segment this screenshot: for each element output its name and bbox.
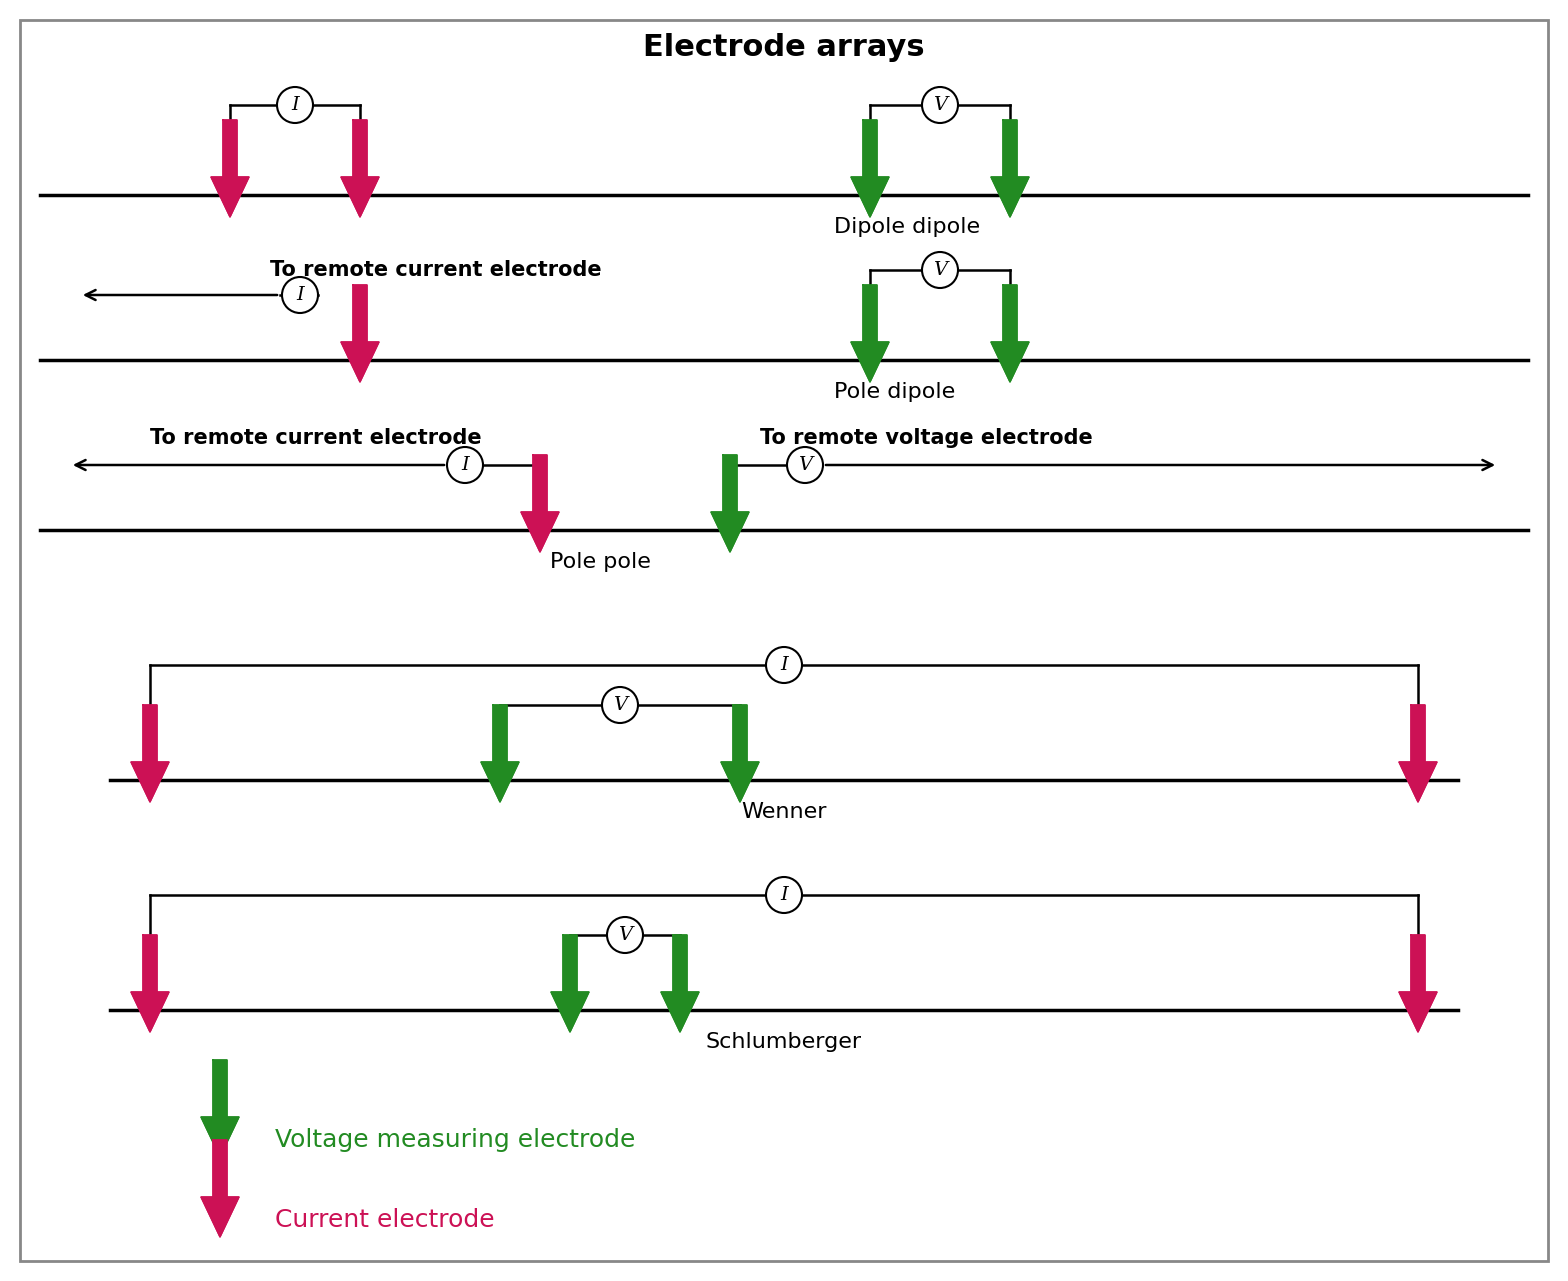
Polygon shape — [521, 455, 560, 552]
Text: I: I — [296, 286, 304, 304]
Circle shape — [607, 917, 643, 953]
Text: Electrode arrays: Electrode arrays — [643, 33, 925, 63]
Circle shape — [602, 687, 638, 722]
Text: I: I — [781, 656, 787, 674]
Polygon shape — [1399, 935, 1436, 1032]
Text: Schlumberger: Schlumberger — [706, 1032, 862, 1052]
Text: I: I — [461, 456, 469, 474]
Text: Current electrode: Current electrode — [274, 1208, 494, 1232]
Polygon shape — [340, 284, 379, 382]
Polygon shape — [710, 455, 750, 552]
Text: V: V — [613, 696, 627, 714]
Text: V: V — [933, 261, 947, 279]
Text: To remote current electrode: To remote current electrode — [270, 260, 602, 281]
Text: I: I — [292, 96, 299, 114]
Circle shape — [787, 447, 823, 483]
Text: Pole dipole: Pole dipole — [834, 382, 955, 402]
Polygon shape — [132, 935, 169, 1032]
Polygon shape — [1399, 705, 1436, 802]
Polygon shape — [991, 284, 1029, 382]
Polygon shape — [132, 705, 169, 802]
Text: Wenner: Wenner — [742, 802, 826, 822]
Text: V: V — [933, 96, 947, 114]
FancyBboxPatch shape — [20, 20, 1548, 1261]
Polygon shape — [851, 284, 889, 382]
Text: To remote current electrode: To remote current electrode — [151, 428, 481, 448]
Circle shape — [922, 252, 958, 288]
Text: Pole pole: Pole pole — [550, 552, 651, 573]
Polygon shape — [851, 120, 889, 216]
Text: V: V — [618, 926, 632, 944]
Circle shape — [767, 877, 801, 913]
Polygon shape — [201, 1140, 238, 1237]
Polygon shape — [550, 935, 590, 1032]
Circle shape — [282, 277, 318, 313]
Text: To remote voltage electrode: To remote voltage electrode — [760, 428, 1093, 448]
Circle shape — [447, 447, 483, 483]
Polygon shape — [201, 1059, 238, 1157]
Polygon shape — [212, 120, 249, 216]
Circle shape — [767, 647, 801, 683]
Circle shape — [922, 87, 958, 123]
Text: I: I — [781, 886, 787, 904]
Polygon shape — [991, 120, 1029, 216]
Text: Voltage measuring electrode: Voltage measuring electrode — [274, 1129, 635, 1152]
Polygon shape — [662, 935, 699, 1032]
Polygon shape — [721, 705, 759, 802]
Circle shape — [278, 87, 314, 123]
Polygon shape — [481, 705, 519, 802]
Polygon shape — [340, 120, 379, 216]
Text: V: V — [798, 456, 812, 474]
Text: Dipole dipole: Dipole dipole — [834, 216, 980, 237]
